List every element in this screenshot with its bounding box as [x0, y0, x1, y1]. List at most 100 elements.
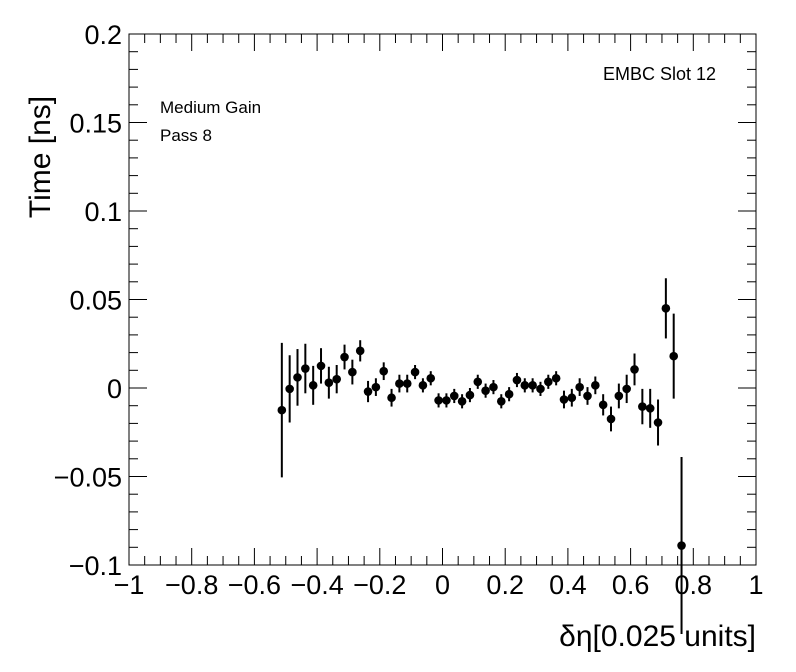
data-point [308, 365, 318, 405]
data-point [551, 371, 561, 386]
data-marker [481, 386, 490, 395]
data-point [442, 393, 451, 408]
data-point [544, 374, 553, 389]
data-marker [293, 373, 302, 382]
data-marker [340, 352, 349, 362]
data-point [348, 359, 357, 385]
x-tick-label: 1 [748, 570, 763, 600]
y-tick-label: −0.1 [69, 551, 122, 581]
data-points [277, 278, 686, 635]
x-tick-label: −0.2 [353, 570, 406, 600]
data-point [379, 362, 389, 381]
data-point [496, 394, 506, 409]
data-marker [402, 379, 412, 388]
data-point [449, 388, 459, 404]
data-marker [653, 418, 663, 427]
data-point [504, 387, 514, 402]
x-tick-labels: −1 −0.8 −0.6 −0.4 −0.2 0 0.2 0.4 0.6 0.8 1 [114, 570, 764, 600]
data-point [559, 390, 569, 409]
data-marker [661, 304, 671, 313]
data-point [395, 374, 404, 393]
data-point [583, 387, 592, 405]
data-marker [512, 375, 522, 385]
data-marker [591, 381, 600, 390]
annotation-pass: Pass 8 [160, 126, 212, 145]
data-marker [387, 393, 396, 403]
data-marker [551, 373, 561, 383]
data-point [355, 340, 365, 362]
data-marker [544, 377, 553, 387]
data-point [371, 378, 381, 396]
data-marker [614, 391, 624, 401]
data-point [316, 348, 326, 384]
data-point [457, 394, 467, 409]
data-marker [426, 373, 436, 383]
y-tick-label: 0 [107, 374, 122, 404]
data-marker [301, 364, 310, 373]
annotation-slot: EMBC Slot 12 [603, 64, 716, 84]
x-tick-label: 0 [435, 570, 450, 600]
data-marker [379, 366, 389, 376]
x-tick-label: −0.4 [290, 570, 343, 600]
data-point [575, 378, 584, 396]
axis-ticks [128, 33, 757, 566]
data-marker [457, 396, 467, 406]
data-point [301, 343, 310, 394]
data-marker [418, 381, 428, 390]
data-point [591, 376, 600, 395]
data-marker [583, 391, 592, 401]
x-tick-label: −1 [114, 570, 145, 600]
data-point [677, 457, 686, 635]
data-marker [332, 374, 341, 384]
data-point [402, 374, 412, 393]
data-point [606, 406, 616, 432]
y-tick-labels: −0.1 −0.05 0 0.05 0.1 0.15 0.2 [54, 20, 122, 581]
data-point [653, 399, 663, 446]
y-tick-label: 0.15 [69, 109, 122, 139]
data-marker [395, 379, 404, 388]
data-point [630, 353, 639, 386]
data-marker [575, 382, 584, 392]
data-marker [442, 396, 451, 405]
data-marker [536, 384, 545, 394]
data-point [426, 371, 436, 386]
annotation-gain: Medium Gain [160, 98, 261, 117]
data-point [512, 372, 522, 388]
data-marker [598, 400, 608, 410]
data-marker [630, 365, 639, 374]
data-point [410, 364, 420, 380]
data-marker [285, 384, 294, 394]
data-marker [638, 402, 647, 411]
data-marker [520, 381, 530, 390]
data-marker [324, 378, 334, 387]
x-axis-title: δη[0.025 units] [559, 620, 756, 653]
data-point [669, 313, 679, 399]
data-marker [669, 351, 679, 361]
data-point [340, 344, 349, 370]
data-marker [677, 541, 686, 550]
data-point [387, 388, 396, 407]
y-tick-label: −0.05 [54, 463, 122, 493]
data-marker [363, 387, 373, 396]
data-point [363, 380, 373, 403]
data-point [473, 374, 483, 389]
data-marker [496, 396, 506, 406]
data-point [481, 383, 490, 398]
data-marker [504, 389, 514, 399]
data-marker [489, 382, 498, 392]
data-marker [465, 390, 475, 400]
x-tick-label: 0.4 [549, 570, 587, 600]
data-point [434, 393, 443, 408]
data-marker [277, 405, 287, 415]
data-point [614, 383, 624, 409]
data-point [293, 349, 302, 406]
data-marker [622, 384, 631, 394]
data-marker [559, 395, 569, 404]
y-tick-label: 0.1 [84, 197, 122, 227]
data-point [645, 388, 655, 428]
data-marker [645, 404, 655, 413]
data-marker [308, 381, 318, 390]
data-point [332, 364, 341, 394]
data-marker [567, 393, 577, 403]
